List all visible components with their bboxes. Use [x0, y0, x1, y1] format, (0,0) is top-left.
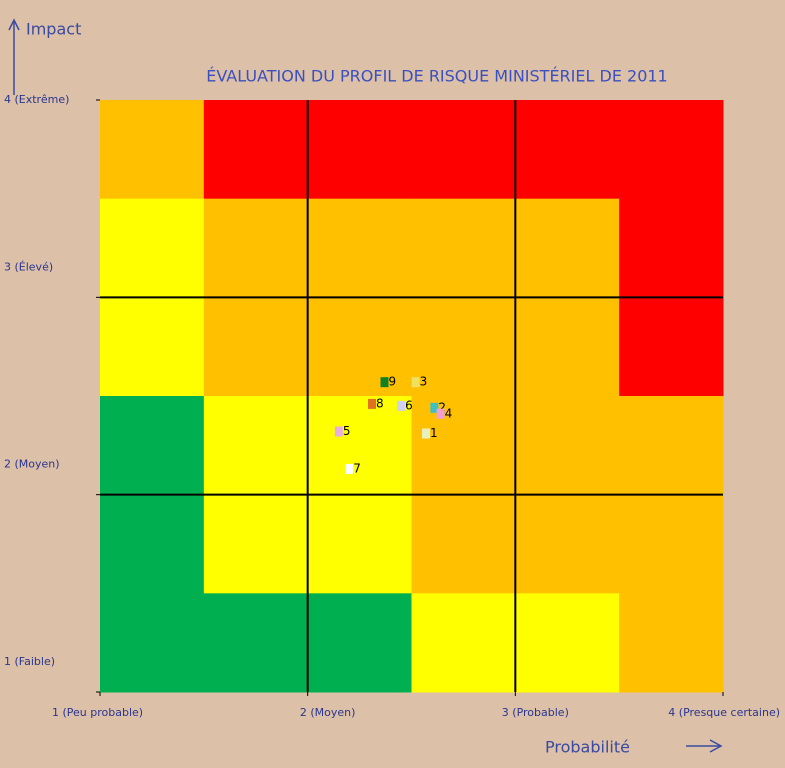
risk-cell: [100, 198, 205, 298]
risk-cell: [515, 494, 620, 594]
x-tick-label: 3 (Probable): [502, 706, 569, 719]
risk-point: [380, 377, 389, 388]
risk-point: [345, 464, 354, 475]
point-label: 9: [389, 375, 397, 389]
point-label: 4: [445, 406, 453, 420]
point-label: 7: [353, 462, 361, 476]
risk-cell: [515, 297, 620, 397]
risk-cell: [619, 593, 724, 693]
risk-cell: [203, 494, 309, 594]
risk-cell: [100, 396, 205, 496]
y-arrow-head: [8, 18, 20, 31]
point-label: 2: [438, 400, 446, 414]
risk-cell: [100, 100, 205, 200]
risk-cell: [307, 593, 412, 693]
risk-cell: [203, 297, 309, 397]
risk-cell: [411, 297, 516, 397]
risk-cell: [411, 198, 516, 298]
point-label: 5: [343, 424, 351, 438]
y-tick-label: 3 (Élevé): [4, 260, 53, 273]
risk-cell: [411, 396, 516, 496]
risk-cell: [619, 396, 724, 496]
risk-cell: [307, 297, 412, 397]
risk-cell: [307, 198, 412, 298]
risk-cell: [515, 396, 620, 496]
x-tick-label: 1 (Peu probable): [52, 706, 143, 719]
risk-cell: [307, 100, 412, 200]
x-tick-label: 2 (Moyen): [300, 706, 356, 719]
risk-cell: [515, 593, 620, 693]
risk-cell: [619, 494, 724, 594]
y-tick-label: 2 (Moyen): [4, 458, 60, 471]
risk-point: [411, 377, 420, 388]
y-tick-label: 1 (Faible): [4, 655, 55, 668]
risk-cell: [411, 494, 516, 594]
y-tick-label: 4 (Extrême): [4, 93, 69, 106]
risk-point: [368, 398, 377, 409]
risk-cell: [100, 593, 205, 693]
risk-cell: [619, 100, 724, 200]
risk-cell: [411, 593, 516, 693]
risk-cell: [203, 396, 309, 496]
risk-point: [422, 428, 431, 439]
risk-cell: [619, 198, 724, 298]
point-label: 6: [405, 398, 413, 412]
risk-cell: [515, 100, 620, 200]
x-tick-label: 4 (Presque certaine): [668, 706, 780, 719]
x-axis-label: Probabilité: [545, 738, 630, 757]
risk-point: [436, 408, 445, 419]
risk-cell: [307, 494, 412, 594]
y-axis-label: Impact: [26, 20, 81, 39]
risk-point: [397, 400, 406, 411]
risk-cell: [100, 494, 205, 594]
risk-point: [430, 402, 439, 413]
risk-cell: [411, 100, 516, 200]
point-label: 1: [430, 426, 438, 440]
risk-cell: [203, 198, 309, 298]
risk-cell: [307, 396, 412, 496]
risk-cell: [515, 198, 620, 298]
risk-cell: [100, 297, 205, 397]
risk-cell: [203, 593, 309, 693]
chart-title: ÉVALUATION DU PROFIL DE RISQUE MINISTÉRI…: [206, 67, 667, 86]
x-arrow-head: [709, 739, 723, 753]
risk-cell: [203, 100, 309, 200]
risk-point: [334, 426, 343, 437]
risk-cell: [619, 297, 724, 397]
point-label: 8: [376, 396, 384, 410]
point-label: 3: [420, 375, 428, 389]
